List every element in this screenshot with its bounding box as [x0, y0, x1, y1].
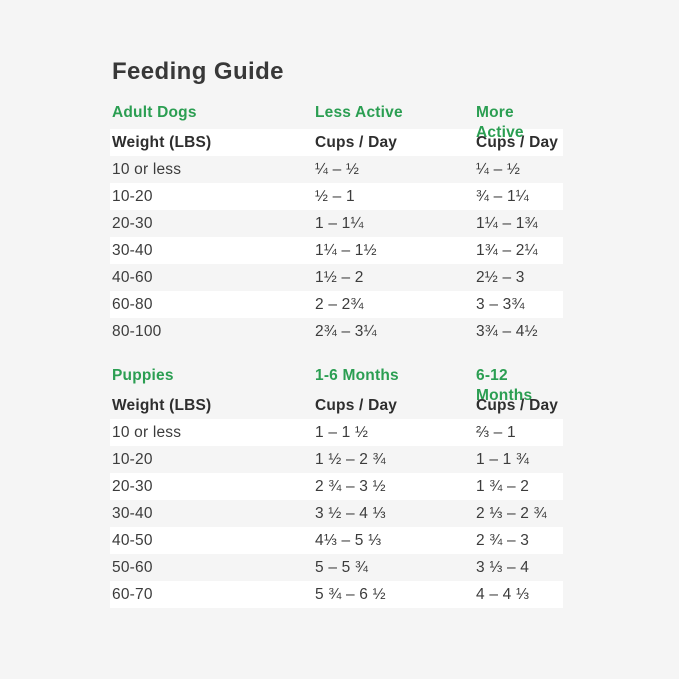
weight-cell: 30-40 [112, 505, 153, 522]
page-title: Feeding Guide [112, 58, 284, 85]
puppies-table: Weight (LBS) Cups / Day Cups / Day 10 or… [110, 392, 563, 608]
column-header-less-active: Less Active [315, 104, 403, 121]
table-row: 40-60 1½ – 2 2½ – 3 [110, 264, 563, 291]
cups-cell: 3 ½ – 4 ⅓ [315, 505, 386, 522]
section-title-puppies: Puppies [112, 367, 174, 384]
table-row: 10-20 1 ½ – 2 ¾ 1 – 1 ¾ [110, 446, 563, 473]
table-row: 30-40 1¼ – 1½ 1¾ – 2¼ [110, 237, 563, 264]
cups-cell: 2 – 2¾ [315, 296, 364, 313]
cups-cell: ⅔ – 1 [476, 424, 516, 441]
weight-cell: 80-100 [112, 323, 162, 340]
weight-cell: 60-80 [112, 296, 153, 313]
cups-cell: 2½ – 3 [476, 269, 525, 286]
cups-cell: 1 – 1 ½ [315, 424, 369, 441]
cups-cell: 5 ¾ – 6 ½ [315, 586, 386, 603]
cups-cell: 1 ¾ – 2 [476, 478, 530, 495]
cups-cell: 2 ¾ – 3 ½ [315, 478, 386, 495]
cups-cell: ¼ – ½ [315, 161, 360, 178]
cups-cell: 1 ½ – 2 ¾ [315, 451, 386, 468]
table-row: 50-60 5 – 5 ¾ 3 ⅓ – 4 [110, 554, 563, 581]
weight-cell: 10-20 [112, 188, 153, 205]
adult-dogs-section-header-row: Adult Dogs Less Active More Active [110, 103, 563, 141]
table-row: 40-50 4⅓ – 5 ⅓ 2 ¾ – 3 [110, 527, 563, 554]
adult-dogs-section: Adult Dogs Less Active More Active Weigh… [110, 103, 563, 345]
section-title-adult-dogs: Adult Dogs [112, 104, 197, 121]
column-header-6-12-months: 6-12 Months [476, 367, 533, 404]
column-header-1-6-months: 1-6 Months [315, 367, 399, 384]
cups-cell: 1 – 1 ¾ [476, 451, 530, 468]
cups-cell: 3¾ – 4½ [476, 323, 538, 340]
table-row: 80-100 2¾ – 3¼ 3¾ – 4½ [110, 318, 563, 345]
table-row: 10-20 ½ – 1 ¾ – 1¼ [110, 183, 563, 210]
cups-cell: ¾ – 1¼ [476, 188, 529, 205]
table-row: 20-30 1 – 1¼ 1¼ – 1¾ [110, 210, 563, 237]
table-row: 10 or less ¼ – ½ ¼ – ½ [110, 156, 563, 183]
weight-cell: 60-70 [112, 586, 153, 603]
cups-cell: 1¼ – 1½ [315, 242, 377, 259]
weight-cell: 10 or less [112, 424, 182, 441]
column-header-more-active: More Active [476, 104, 524, 141]
cups-cell: 1¾ – 2¼ [476, 242, 538, 259]
adult-dogs-table: Weight (LBS) Cups / Day Cups / Day 10 or… [110, 129, 563, 345]
header-weight: Weight (LBS) [112, 134, 212, 151]
cups-cell: ¼ – ½ [476, 161, 521, 178]
weight-cell: 10-20 [112, 451, 153, 468]
cups-cell: 5 – 5 ¾ [315, 559, 369, 576]
table-header-row: Weight (LBS) Cups / Day Cups / Day [110, 392, 563, 419]
header-cups-per-day: Cups / Day [476, 397, 559, 414]
cups-cell: ½ – 1 [315, 188, 355, 205]
cups-cell: 2¾ – 3¼ [315, 323, 377, 340]
weight-cell: 50-60 [112, 559, 153, 576]
cups-cell: 3 – 3¾ [476, 296, 525, 313]
puppies-section: Puppies 1-6 Months 6-12 Months Weight (L… [110, 366, 563, 608]
cups-cell: 1 – 1¼ [315, 215, 364, 232]
weight-cell: 40-50 [112, 532, 153, 549]
table-row: 60-70 5 ¾ – 6 ½ 4 – 4 ⅓ [110, 581, 563, 608]
weight-cell: 20-30 [112, 215, 153, 232]
weight-cell: 10 or less [112, 161, 182, 178]
table-row: 10 or less 1 – 1 ½ ⅔ – 1 [110, 419, 563, 446]
table-header-row: Weight (LBS) Cups / Day Cups / Day [110, 129, 563, 156]
weight-cell: 40-60 [112, 269, 153, 286]
cups-cell: 2 ¾ – 3 [476, 532, 530, 549]
cups-cell: 3 ⅓ – 4 [476, 559, 530, 576]
cups-cell: 1½ – 2 [315, 269, 364, 286]
weight-cell: 20-30 [112, 478, 153, 495]
header-cups-per-day: Cups / Day [476, 134, 559, 151]
cups-cell: 4⅓ – 5 ⅓ [315, 532, 382, 549]
puppies-section-header-row: Puppies 1-6 Months 6-12 Months [110, 366, 563, 404]
weight-cell: 30-40 [112, 242, 153, 259]
table-row: 20-30 2 ¾ – 3 ½ 1 ¾ – 2 [110, 473, 563, 500]
cups-cell: 2 ⅓ – 2 ¾ [476, 505, 547, 522]
header-cups-per-day: Cups / Day [315, 134, 398, 151]
header-cups-per-day: Cups / Day [315, 397, 398, 414]
table-row: 30-40 3 ½ – 4 ⅓ 2 ⅓ – 2 ¾ [110, 500, 563, 527]
cups-cell: 1¼ – 1¾ [476, 215, 538, 232]
table-row: 60-80 2 – 2¾ 3 – 3¾ [110, 291, 563, 318]
header-weight: Weight (LBS) [112, 397, 212, 414]
cups-cell: 4 – 4 ⅓ [476, 586, 530, 603]
